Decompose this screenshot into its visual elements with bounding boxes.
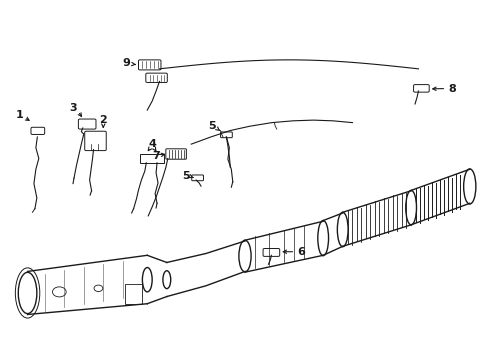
Text: 7: 7 [152, 150, 160, 161]
Text: 2: 2 [99, 115, 107, 125]
Text: 3: 3 [69, 103, 77, 113]
Text: 1: 1 [15, 110, 23, 120]
Text: 6: 6 [297, 247, 305, 257]
Text: 9: 9 [123, 58, 131, 68]
Text: 5: 5 [208, 121, 216, 131]
Text: 4: 4 [148, 139, 156, 149]
Text: 8: 8 [449, 84, 457, 94]
Text: 5: 5 [183, 171, 190, 181]
